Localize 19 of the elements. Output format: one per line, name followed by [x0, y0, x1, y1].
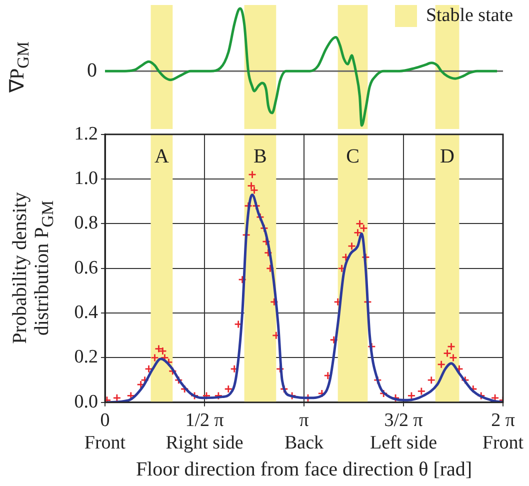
band-label: D: [440, 146, 455, 168]
text: 0: [87, 59, 97, 82]
y-tick-label: 0.6: [74, 257, 98, 278]
annotation: Stable state: [426, 5, 513, 27]
band-label: C: [346, 146, 360, 168]
y-tick-label: 1.2: [74, 123, 98, 144]
x-tick-label: π Back: [284, 410, 324, 454]
y-tick-label: 1.0: [74, 168, 98, 190]
band-label: A: [154, 146, 170, 168]
x-tick-label: 0 Front: [84, 410, 126, 454]
y-tick-label: 0.4: [74, 302, 98, 324]
x-tick-label: 2 π Front: [482, 410, 524, 454]
x-axis-title: Floor direction from face direction θ [rad]: [136, 458, 472, 480]
x-tick-label: 1/2 π Right side: [166, 410, 244, 454]
x-tick-label: 3/2 π Left side: [370, 410, 438, 454]
y-tick-label: 0.2: [74, 346, 98, 368]
band-label: B: [254, 146, 267, 168]
y-tick-label: 0.8: [74, 212, 98, 234]
y-tick-label: 0.0: [74, 391, 98, 412]
